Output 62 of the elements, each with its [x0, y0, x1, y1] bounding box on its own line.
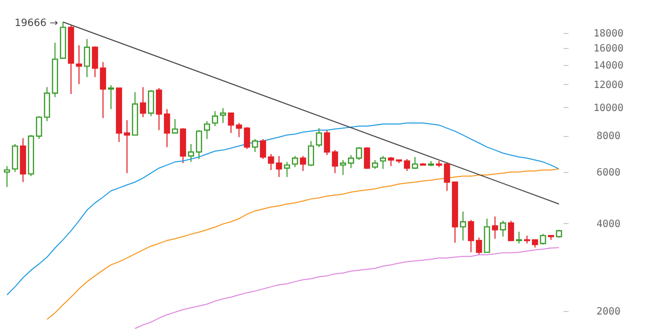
candlestick — [260, 138, 266, 160]
candlestick — [492, 216, 498, 240]
y-tick-label: 6000 — [596, 168, 621, 179]
candlestick — [468, 219, 474, 253]
candlestick — [356, 146, 362, 160]
candlestick — [308, 140, 314, 167]
candlestick — [324, 130, 330, 156]
y-tick-label: 10000 — [593, 102, 624, 114]
candlestick — [140, 86, 146, 118]
y-tick-label: 12000 — [593, 80, 624, 91]
line-series — [6, 122, 560, 296]
candlestick — [12, 144, 18, 173]
annotation: 19666 → — [14, 18, 58, 29]
candlestick — [388, 156, 394, 167]
candlestick — [92, 46, 98, 78]
y-tick-label: 8000 — [596, 131, 621, 142]
candlestick — [268, 154, 274, 170]
y-tick-label: 16000 — [593, 44, 624, 55]
candlestick — [276, 156, 282, 178]
candlestick — [172, 118, 178, 134]
candlestick — [148, 90, 154, 117]
candlestick — [76, 44, 82, 85]
candlestick — [292, 156, 298, 168]
candlestick — [540, 233, 546, 246]
candlestick — [108, 84, 114, 110]
candlestick — [100, 62, 106, 119]
candlestick — [252, 138, 258, 153]
y-tick-label: 2000 — [596, 306, 621, 318]
candlestick — [36, 116, 42, 140]
candlestick — [164, 108, 170, 148]
y-tick-label: 18000 — [593, 28, 624, 40]
candlestick — [124, 120, 130, 174]
candlestick — [188, 144, 194, 162]
candlestick — [196, 130, 202, 160]
candlestick — [204, 120, 210, 140]
candlestick — [300, 156, 306, 172]
candlestick — [500, 220, 506, 238]
candlestick — [444, 162, 450, 192]
candlestick — [364, 146, 370, 170]
candlestick — [404, 158, 410, 172]
candlestick — [220, 108, 226, 124]
candlestick — [348, 154, 354, 169]
candlestick — [476, 237, 482, 256]
candlestick — [460, 211, 466, 242]
candlestick — [156, 88, 162, 131]
candlestick — [332, 150, 338, 174]
candlestick — [84, 38, 90, 78]
candlestick — [412, 156, 418, 170]
candlestick — [340, 159, 346, 176]
candlestick — [508, 220, 514, 242]
candlestick — [380, 156, 386, 170]
candlestick — [284, 161, 290, 178]
y-tick-label: 4000 — [596, 218, 621, 230]
y-tick-label: 14000 — [593, 60, 624, 72]
candlestick — [212, 110, 218, 127]
candlestick — [228, 112, 234, 134]
line-series — [134, 247, 560, 330]
candlestick — [316, 128, 322, 148]
candlestick — [4, 166, 10, 188]
candlestick — [516, 231, 522, 244]
candlestick — [236, 122, 242, 138]
candlestick — [244, 126, 250, 150]
